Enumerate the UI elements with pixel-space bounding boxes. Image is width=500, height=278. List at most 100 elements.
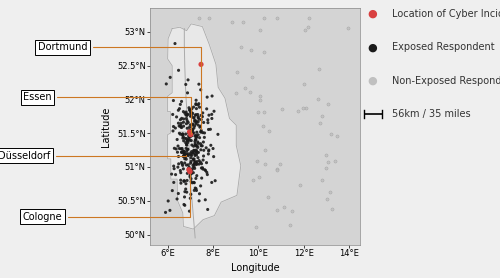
Point [200, 135, 208, 140]
Point [265, 129, 273, 133]
Point [187, 156, 195, 160]
Point [198, 144, 206, 148]
Text: ●: ● [368, 42, 378, 52]
Point [273, 168, 281, 173]
Point [193, 150, 201, 155]
Point [188, 149, 196, 154]
Point [170, 124, 177, 129]
Point [181, 111, 189, 116]
Point [204, 149, 212, 153]
Point [192, 134, 200, 138]
Point [184, 163, 192, 167]
Point [182, 163, 190, 167]
Point [174, 121, 182, 125]
Point [299, 106, 307, 110]
Point [188, 107, 196, 111]
Point [294, 109, 302, 114]
Point [190, 157, 198, 161]
Point [183, 139, 191, 143]
Point [202, 198, 209, 202]
Point [182, 187, 190, 191]
Point [162, 82, 170, 86]
Point [185, 136, 193, 140]
Point [170, 180, 178, 185]
Point [187, 192, 195, 197]
Point [180, 139, 188, 143]
Point [256, 28, 264, 33]
Text: Non-Exposed Respondent: Non-Exposed Respondent [392, 76, 500, 86]
Point [186, 123, 194, 127]
Point [192, 102, 200, 107]
Point [174, 68, 182, 73]
Point [180, 179, 188, 183]
Point [179, 136, 187, 140]
Point [210, 109, 218, 113]
Point [278, 107, 285, 111]
Point [189, 163, 197, 168]
Point [203, 170, 211, 175]
Point [186, 173, 194, 177]
Point [190, 188, 198, 193]
Point [180, 124, 188, 128]
Point [192, 162, 200, 167]
Point [318, 114, 326, 118]
Point [193, 130, 201, 135]
Point [184, 120, 192, 125]
Point [189, 127, 197, 132]
Point [186, 108, 194, 112]
Point [328, 207, 336, 212]
Point [180, 179, 188, 183]
Point [189, 122, 197, 126]
Point [331, 158, 339, 163]
Point [261, 148, 269, 153]
Point [195, 82, 203, 86]
Point [344, 26, 352, 30]
Point [214, 132, 222, 136]
Point [193, 173, 201, 178]
Point [183, 113, 191, 117]
Point [261, 162, 269, 166]
Point [189, 111, 197, 116]
Point [194, 141, 202, 146]
Point [177, 147, 185, 151]
Point [300, 82, 308, 86]
Point [280, 205, 288, 209]
Point [201, 168, 209, 172]
Point [200, 140, 207, 144]
Point [181, 136, 189, 141]
Point [172, 115, 180, 119]
Point [184, 138, 192, 143]
Point [166, 75, 174, 80]
Point [260, 123, 268, 128]
Point [192, 121, 200, 126]
Point [182, 142, 190, 147]
Point [183, 152, 191, 157]
Point [182, 136, 190, 141]
Point [162, 210, 170, 215]
Point [178, 99, 186, 104]
Point [198, 176, 205, 180]
Point [192, 138, 200, 142]
Point [181, 157, 189, 161]
Point [180, 120, 188, 125]
Point [168, 112, 176, 117]
Point [196, 184, 204, 188]
Point [180, 151, 188, 155]
Point [191, 139, 199, 144]
Text: Dortmund: Dortmund [38, 42, 201, 130]
Point [188, 131, 196, 136]
Text: Exposed Respondent: Exposed Respondent [392, 42, 495, 52]
Point [260, 110, 268, 114]
Point [198, 166, 205, 170]
Point [186, 196, 194, 200]
Point [248, 75, 256, 80]
Point [186, 151, 194, 156]
Point [178, 150, 186, 154]
Point [190, 119, 198, 123]
Point [171, 41, 179, 46]
Point [176, 102, 184, 107]
Point [192, 134, 200, 139]
Point [200, 131, 208, 135]
Point [188, 168, 196, 173]
Point [204, 120, 212, 125]
